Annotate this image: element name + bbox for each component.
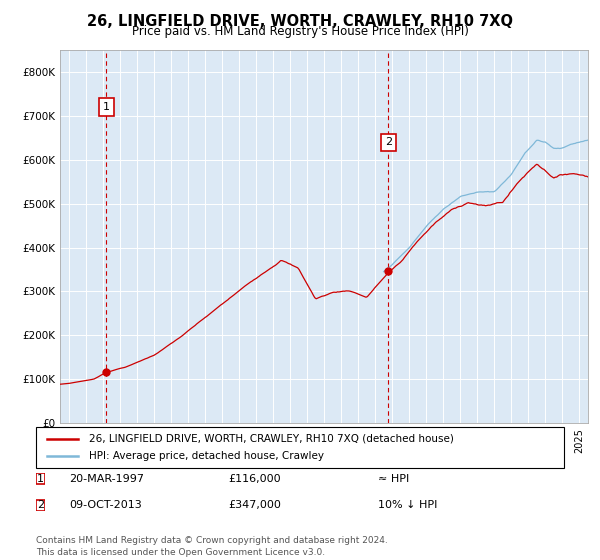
Text: 2: 2 — [385, 137, 392, 147]
Text: 1: 1 — [37, 474, 44, 484]
FancyBboxPatch shape — [36, 427, 564, 468]
Text: Price paid vs. HM Land Registry's House Price Index (HPI): Price paid vs. HM Land Registry's House … — [131, 25, 469, 38]
Text: 20-MAR-1997: 20-MAR-1997 — [69, 474, 144, 484]
Text: ≈ HPI: ≈ HPI — [378, 474, 409, 484]
Text: 2: 2 — [37, 500, 44, 510]
Text: £347,000: £347,000 — [228, 500, 281, 510]
FancyBboxPatch shape — [37, 473, 45, 484]
Text: 26, LINGFIELD DRIVE, WORTH, CRAWLEY, RH10 7XQ (detached house): 26, LINGFIELD DRIVE, WORTH, CRAWLEY, RH1… — [89, 433, 454, 444]
Text: 10% ↓ HPI: 10% ↓ HPI — [378, 500, 437, 510]
Text: 09-OCT-2013: 09-OCT-2013 — [69, 500, 142, 510]
Text: £116,000: £116,000 — [228, 474, 281, 484]
FancyBboxPatch shape — [37, 500, 45, 511]
Text: 1: 1 — [103, 102, 110, 113]
Text: Contains HM Land Registry data © Crown copyright and database right 2024.
This d: Contains HM Land Registry data © Crown c… — [36, 536, 388, 557]
Text: HPI: Average price, detached house, Crawley: HPI: Average price, detached house, Craw… — [89, 451, 324, 461]
Text: 26, LINGFIELD DRIVE, WORTH, CRAWLEY, RH10 7XQ: 26, LINGFIELD DRIVE, WORTH, CRAWLEY, RH1… — [87, 14, 513, 29]
